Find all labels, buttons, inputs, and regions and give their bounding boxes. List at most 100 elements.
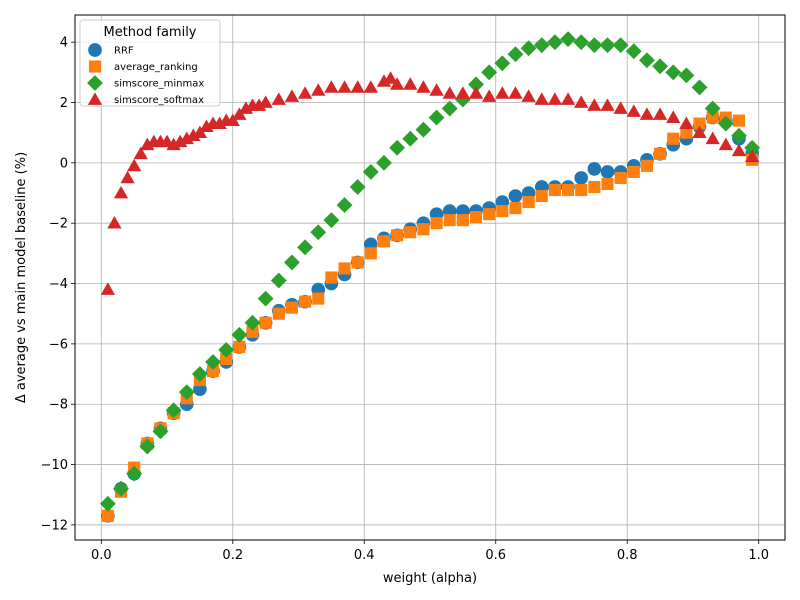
data-point (284, 254, 300, 271)
data-point (442, 86, 457, 99)
plot-frame (74, 14, 786, 541)
data-point (680, 126, 693, 139)
data-point (613, 101, 628, 114)
series-simscore-softmax (100, 71, 760, 295)
data-point (297, 86, 313, 99)
series-layer (99, 31, 761, 523)
data-point (152, 423, 169, 440)
data-point (285, 301, 298, 314)
data-point (508, 86, 523, 99)
y-tick-label: −8 (49, 398, 68, 413)
data-point (732, 114, 746, 127)
x-tick-label: 0.8 (617, 548, 638, 563)
data-point (363, 80, 378, 93)
data-point (258, 95, 273, 108)
legend-label: RRF (114, 46, 134, 57)
data-point (575, 183, 588, 197)
data-point (706, 111, 719, 124)
legend-title: Method family (103, 25, 196, 40)
data-point (376, 154, 392, 171)
data-point (323, 212, 340, 229)
data-point (178, 384, 195, 401)
data-point (205, 354, 221, 370)
legend-entry: simscore_minmax (87, 75, 204, 91)
data-point (246, 325, 259, 338)
x-tick-label: 1.0 (748, 548, 769, 563)
data-point (522, 196, 535, 209)
data-point (546, 34, 563, 51)
data-point (350, 80, 365, 93)
data-point (468, 86, 484, 99)
data-point (113, 185, 129, 199)
data-point (99, 495, 116, 512)
data-point (717, 115, 734, 132)
data-point (652, 58, 669, 75)
data-point (299, 295, 312, 308)
data-point (165, 402, 182, 419)
data-point (562, 183, 575, 197)
data-point (731, 127, 747, 144)
data-point (133, 146, 148, 160)
data-point (428, 109, 445, 126)
x-tick-label: 0.4 (354, 548, 375, 563)
data-point (494, 55, 511, 72)
data-point (126, 465, 143, 482)
data-point (429, 83, 444, 96)
legend-entry: simscore_softmax (87, 92, 204, 106)
data-point (639, 52, 655, 69)
data-point (587, 162, 602, 176)
data-point (404, 226, 417, 239)
data-point (351, 256, 364, 269)
data-point (456, 214, 469, 227)
data-point (270, 272, 287, 289)
legend-marker (88, 43, 102, 57)
data-point (349, 179, 366, 195)
data-point (271, 92, 286, 105)
data-point (495, 86, 510, 99)
data-point (573, 34, 590, 51)
data-point (325, 271, 338, 284)
data-point (652, 107, 668, 120)
y-tick-label: 4 (60, 36, 68, 51)
data-point (692, 125, 707, 139)
data-point (667, 132, 680, 145)
data-point (520, 40, 537, 57)
data-point (665, 64, 682, 81)
data-point (244, 314, 261, 331)
x-axis-label: weight (alpha) (383, 571, 477, 586)
data-point (362, 163, 379, 180)
data-point (443, 214, 456, 227)
legend-entry: RRF (88, 43, 134, 57)
data-point (469, 211, 483, 224)
data-point (600, 165, 615, 179)
data-point (113, 480, 129, 497)
data-point (233, 340, 246, 353)
y-axis-label: Δ average vs main model baseline (%) (14, 152, 29, 403)
data-point (744, 139, 761, 156)
data-point (389, 139, 406, 156)
data-point (310, 224, 327, 241)
data-point (587, 98, 602, 111)
data-point (666, 110, 681, 123)
data-point (441, 100, 458, 117)
data-point (639, 107, 655, 120)
data-point (507, 46, 524, 63)
data-point (100, 282, 116, 295)
data-point (483, 208, 496, 221)
data-point (389, 77, 405, 90)
data-point (601, 177, 614, 191)
data-point (127, 158, 142, 172)
data-point (391, 229, 404, 242)
data-point (482, 89, 497, 102)
x-tick-label: 0.2 (222, 548, 243, 563)
data-point (704, 100, 721, 117)
data-point (284, 89, 300, 102)
y-tick-label: −12 (41, 518, 68, 533)
y-tick-label: −10 (41, 458, 68, 473)
y-tick-label: −4 (49, 277, 68, 292)
data-point (417, 223, 430, 236)
data-point (626, 104, 641, 117)
y-tick-label: −2 (49, 217, 68, 232)
y-tick-label: −6 (49, 337, 68, 352)
data-point (654, 147, 667, 160)
